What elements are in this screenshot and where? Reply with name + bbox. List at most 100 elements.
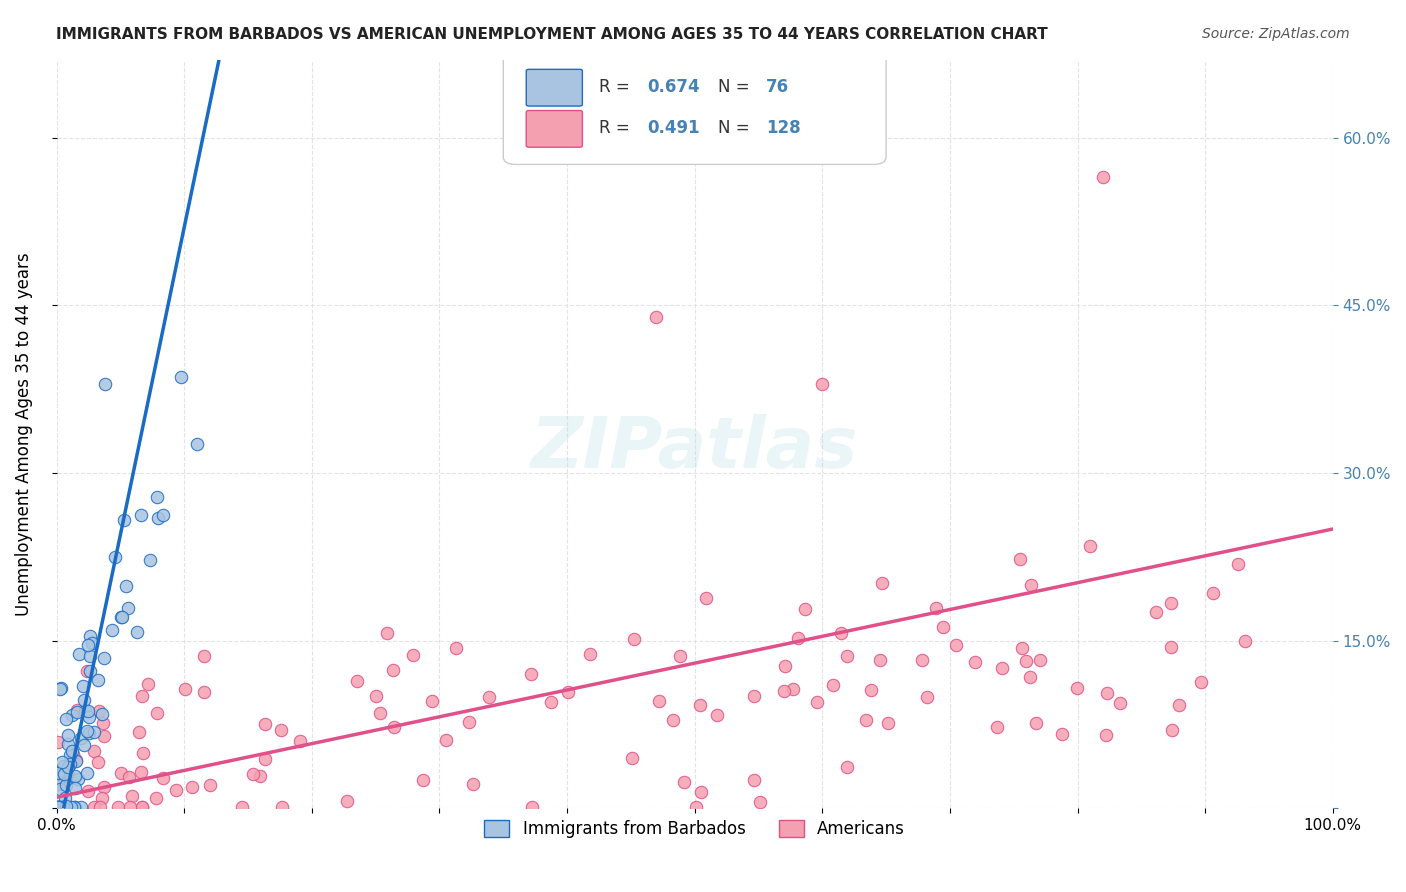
Point xyxy=(66,703,89,717)
Point xyxy=(253,717,276,731)
Point xyxy=(131,800,153,814)
Point xyxy=(1025,716,1047,731)
Text: N =: N = xyxy=(717,78,755,96)
Point xyxy=(107,800,129,814)
Point xyxy=(52,764,75,779)
Point xyxy=(288,733,311,747)
Text: R =: R = xyxy=(599,120,636,137)
Text: IMMIGRANTS FROM BARBADOS VS AMERICAN UNEMPLOYMENT AMONG AGES 35 TO 44 YEARS CORR: IMMIGRANTS FROM BARBADOS VS AMERICAN UNE… xyxy=(56,27,1047,42)
Point xyxy=(1227,558,1250,572)
Point xyxy=(695,591,717,605)
Point xyxy=(59,800,82,814)
Point xyxy=(193,648,215,663)
Point xyxy=(986,719,1008,733)
Point xyxy=(336,794,359,808)
Point xyxy=(63,769,86,783)
Point xyxy=(270,723,292,737)
Point xyxy=(931,620,953,634)
Point xyxy=(83,800,105,814)
Point xyxy=(623,632,645,646)
Point xyxy=(136,677,159,691)
Point xyxy=(79,664,101,678)
Point xyxy=(111,609,134,624)
Point xyxy=(478,690,501,704)
Point xyxy=(911,653,934,667)
Point xyxy=(76,723,98,738)
Point xyxy=(129,508,152,522)
Point xyxy=(110,609,132,624)
Point xyxy=(58,759,80,773)
Point xyxy=(869,653,891,667)
Point xyxy=(855,714,877,728)
Point xyxy=(253,752,276,766)
Point xyxy=(794,601,817,615)
Point xyxy=(76,784,98,798)
Point xyxy=(51,756,73,770)
Point xyxy=(1015,654,1038,668)
Point xyxy=(65,753,87,767)
Point xyxy=(101,623,124,637)
Point xyxy=(56,737,79,751)
Point xyxy=(444,640,467,655)
Point xyxy=(174,681,197,696)
Point xyxy=(49,800,72,814)
Point xyxy=(1202,586,1225,600)
Point xyxy=(52,773,75,788)
Point xyxy=(1109,696,1132,710)
Point xyxy=(859,683,882,698)
Point xyxy=(128,725,150,739)
Point xyxy=(690,785,713,799)
Point xyxy=(870,576,893,591)
Point xyxy=(375,626,398,640)
Point xyxy=(89,800,111,814)
Point xyxy=(67,772,90,786)
Point xyxy=(146,490,169,504)
Point xyxy=(52,800,75,814)
Point xyxy=(46,777,69,791)
Point xyxy=(198,778,221,792)
Point xyxy=(77,704,100,718)
Point xyxy=(346,673,368,688)
Point xyxy=(48,800,70,814)
Point xyxy=(49,681,72,696)
FancyBboxPatch shape xyxy=(526,111,582,147)
Point xyxy=(112,513,135,527)
Point xyxy=(152,771,174,785)
Point xyxy=(76,664,98,678)
Point xyxy=(689,698,711,713)
Point xyxy=(94,376,117,391)
Point xyxy=(60,743,83,757)
Point xyxy=(73,704,96,718)
Point xyxy=(139,553,162,567)
Point xyxy=(72,738,94,752)
Y-axis label: Unemployment Among Ages 35 to 44 years: Unemployment Among Ages 35 to 44 years xyxy=(15,252,32,615)
Point xyxy=(145,791,167,805)
Point xyxy=(55,798,77,813)
Point xyxy=(830,626,852,640)
Point xyxy=(49,800,72,814)
Point xyxy=(242,767,264,781)
Point xyxy=(811,376,834,391)
Point xyxy=(806,695,828,709)
Point xyxy=(915,690,938,705)
Point xyxy=(59,771,82,785)
Point xyxy=(382,664,405,678)
Point xyxy=(368,706,391,721)
Point xyxy=(434,732,457,747)
Point xyxy=(835,649,858,664)
Text: R =: R = xyxy=(599,78,636,96)
Point xyxy=(965,655,987,669)
Point xyxy=(76,638,98,652)
Point xyxy=(93,780,115,794)
Point xyxy=(46,734,69,748)
Point xyxy=(70,731,93,746)
Point xyxy=(1019,578,1042,592)
Point xyxy=(1092,169,1115,184)
FancyBboxPatch shape xyxy=(503,52,886,164)
Point xyxy=(773,684,796,698)
Point xyxy=(55,778,77,792)
Point xyxy=(186,436,208,450)
Point xyxy=(53,791,76,805)
Point xyxy=(821,678,844,692)
Point xyxy=(231,800,253,814)
